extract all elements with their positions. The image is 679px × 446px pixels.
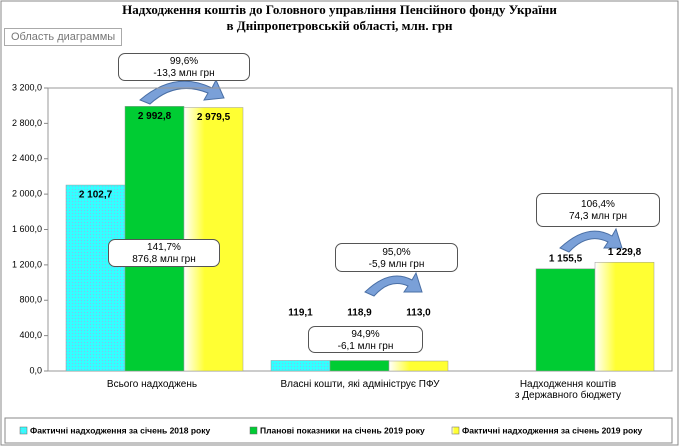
y-tick-label: 2 000,0: [12, 189, 42, 199]
x-tick-label: Надходження коштів з Державного бюджету: [514, 379, 622, 401]
bar: [65, 184, 126, 372]
y-tick-label: 800,0: [19, 295, 42, 305]
chart-title: Надходження коштів до Головного управлін…: [122, 2, 557, 17]
y-tick-label: 1 200,0: [12, 259, 42, 269]
legend-box: [4, 417, 673, 444]
y-tick-label: 0,0: [29, 365, 42, 375]
legend-label: Планові показники на січень 2019 року: [260, 425, 425, 435]
y-tick-label: 1 600,0: [12, 224, 42, 234]
value-label: 1 229,8: [608, 247, 642, 258]
value-label: 2 979,5: [197, 112, 231, 123]
value-label: 1 155,5: [549, 253, 583, 264]
x-tick-label: Власні кошти, які адмініструє ПФУ: [280, 379, 440, 390]
bar: [124, 106, 185, 372]
annotation: 95,0% -5,9 млн грн: [335, 243, 458, 272]
value-label: 119,1: [288, 308, 313, 319]
legend-swatch: [249, 426, 258, 435]
arrows: [139, 78, 623, 297]
bar: [535, 268, 596, 372]
bar: [270, 360, 331, 372]
legend-label: Фактичні надходження за січень 2018 року: [30, 425, 210, 435]
annotation: 106,4% 74,3 млн грн: [536, 193, 660, 227]
value-label: 2 992,8: [138, 111, 172, 122]
value-label: 2 102,7: [79, 190, 113, 201]
bar: [594, 261, 655, 372]
legend-swatch: [19, 426, 28, 435]
y-tick-label: 2 400,0: [12, 153, 42, 163]
value-label: 118,9: [347, 308, 372, 319]
legend-swatch: [451, 426, 460, 435]
x-tick-label: Всього надходжень: [106, 379, 198, 390]
bar: [388, 360, 449, 372]
annotation: 141,7% 876,8 млн грн: [108, 239, 220, 267]
y-tick-label: 2 800,0: [12, 118, 42, 128]
annotation: 99,6% -13,3 млн грн: [118, 53, 250, 81]
bar: [329, 360, 390, 372]
y-tick-label: 400,0: [19, 330, 42, 340]
tooltip: Область диаграммы: [4, 28, 123, 46]
annotation: 94,9% -6,1 млн грн: [308, 326, 423, 353]
value-label: 113,0: [406, 308, 431, 319]
legend-label: Фактичні надходження за січень 2019 року: [462, 425, 642, 435]
chart-subtitle: в Дніпропетровській області, млн. грн: [226, 18, 453, 33]
y-tick-label: 3 200,0: [12, 82, 42, 92]
